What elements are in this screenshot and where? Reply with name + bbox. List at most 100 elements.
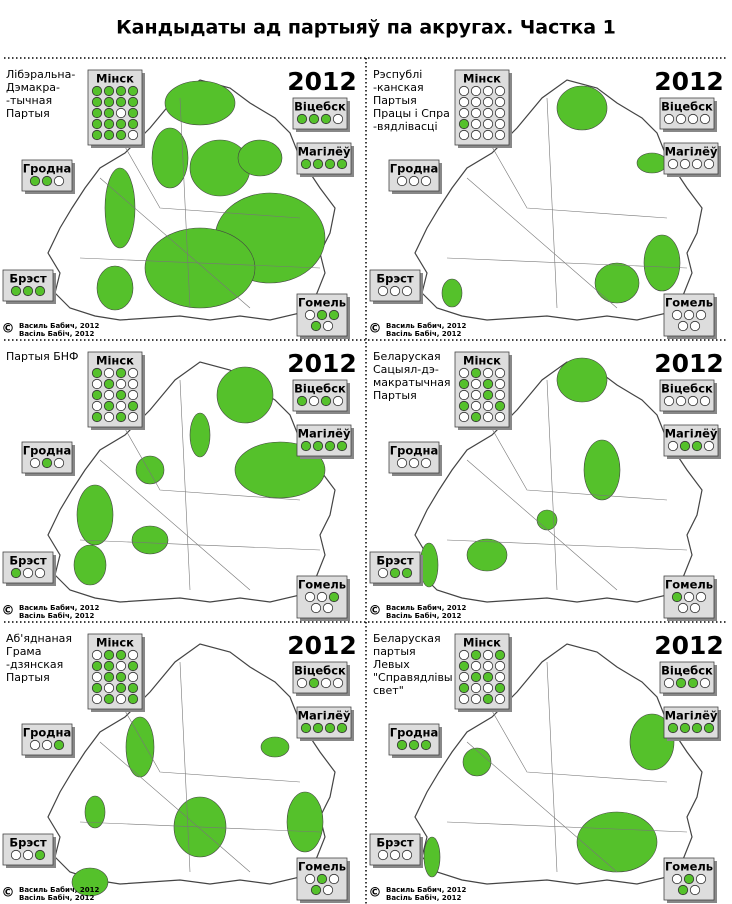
district-highlight [131, 525, 169, 555]
candidate-dot [482, 411, 494, 423]
candidate-dot [458, 682, 470, 694]
region-label: Віцебск [661, 100, 713, 114]
district-highlight [629, 713, 675, 771]
candidate-dot [420, 739, 432, 751]
region-label: Гомель [298, 578, 346, 592]
party-name: Грама [6, 645, 41, 658]
district-highlight [237, 139, 283, 177]
candidate-dot [482, 682, 494, 694]
copyright-sign: © [369, 886, 382, 901]
candidate-dot [703, 722, 715, 734]
candidate-dot [91, 660, 103, 672]
candidate-dot [396, 739, 408, 751]
candidate-dot [115, 378, 127, 390]
district-highlight [583, 439, 621, 501]
candidate-dot [320, 677, 332, 689]
region-label: Віцебск [294, 664, 346, 678]
author-credit: Васіль Бабіч, 2012 [19, 330, 94, 338]
candidate-dot [470, 378, 482, 390]
candidate-dot [91, 693, 103, 705]
copyright-sign: © [369, 604, 382, 619]
district-highlight [151, 127, 189, 189]
candidate-dot [91, 378, 103, 390]
party-name: -канская [373, 81, 424, 94]
author-credit: Васіль Бабіч, 2012 [386, 894, 461, 902]
candidate-dot [41, 175, 53, 187]
candidate-dot [127, 400, 139, 412]
candidate-dot [115, 96, 127, 108]
candidate-dot [687, 113, 699, 125]
candidate-dot [683, 309, 695, 321]
region-label: Магілёў [665, 145, 718, 159]
author-credit: Васіль Бабіч, 2012 [19, 612, 94, 620]
candidate-dot [691, 722, 703, 734]
candidate-dot [401, 849, 413, 861]
candidate-dot [470, 118, 482, 130]
candidate-dot [408, 175, 420, 187]
country-outline [414, 79, 703, 321]
candidate-dot [127, 649, 139, 661]
candidate-dot [322, 884, 334, 896]
candidate-dot [691, 440, 703, 452]
year: 2012 [287, 67, 357, 96]
candidate-dot [91, 389, 103, 401]
party-name: Партыя [6, 107, 50, 120]
candidate-dot [115, 107, 127, 119]
year: 2012 [287, 631, 357, 660]
candidate-dot [53, 739, 65, 751]
candidate-dot [470, 85, 482, 97]
candidate-dot [458, 107, 470, 119]
candidate-dot [34, 849, 46, 861]
candidate-dot [675, 113, 687, 125]
candidate-dot [494, 367, 506, 379]
candidate-dot [103, 96, 115, 108]
region-label: Брэст [376, 554, 414, 568]
candidate-dot [695, 591, 707, 603]
candidate-dot [675, 395, 687, 407]
candidate-dot [494, 649, 506, 661]
region-label: Гродна [390, 726, 438, 740]
candidate-dot [324, 158, 336, 170]
candidate-dot [127, 671, 139, 683]
country-outline [47, 361, 336, 603]
candidate-dot [683, 873, 695, 885]
candidate-dot [703, 158, 715, 170]
party-name: макратычная [373, 376, 451, 389]
region-label: Гродна [390, 162, 438, 176]
author-credit: Василь Бабич, 2012 [386, 322, 466, 330]
candidate-dot [389, 849, 401, 861]
candidate-dot [494, 389, 506, 401]
candidate-dot [115, 660, 127, 672]
candidate-dot [103, 400, 115, 412]
author-credit: Василь Бабич, 2012 [386, 604, 466, 612]
region-label: Віцебск [294, 100, 346, 114]
candidate-dot [322, 602, 334, 614]
candidate-dot [703, 440, 715, 452]
candidate-dot [91, 129, 103, 141]
district-lines [79, 379, 321, 591]
candidate-dot [482, 107, 494, 119]
candidate-dot [691, 158, 703, 170]
district-highlight [164, 80, 236, 126]
region-label: Гродна [23, 726, 71, 740]
district-highlight [189, 412, 211, 458]
candidate-dot [127, 118, 139, 130]
candidate-dot [458, 649, 470, 661]
candidate-dot [91, 118, 103, 130]
district-lines [79, 661, 321, 873]
candidate-dot [316, 591, 328, 603]
candidate-dot [389, 567, 401, 579]
candidate-dot [470, 411, 482, 423]
candidate-dot [22, 567, 34, 579]
candidate-dot [389, 285, 401, 297]
candidate-dot [377, 567, 389, 579]
region-label: Брэст [9, 836, 47, 850]
candidate-dot [127, 682, 139, 694]
candidate-dot [470, 671, 482, 683]
candidate-dot [22, 849, 34, 861]
candidate-dot [115, 671, 127, 683]
district-highlight [423, 836, 441, 878]
candidate-dot [663, 395, 675, 407]
candidate-dot [671, 873, 683, 885]
candidate-dot [91, 671, 103, 683]
